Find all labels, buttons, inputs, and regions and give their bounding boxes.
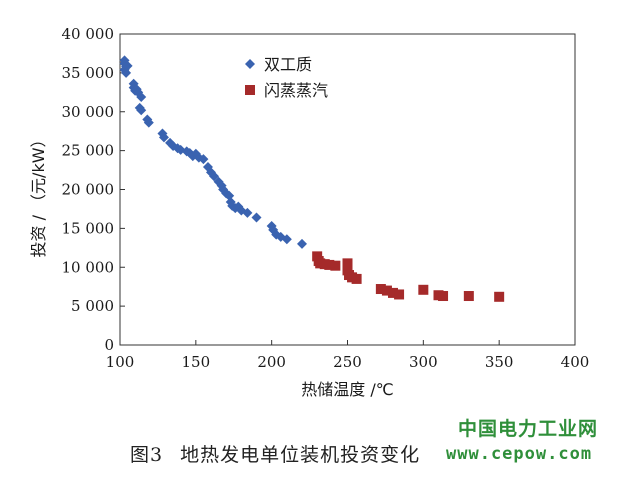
diamond-point [143, 117, 154, 128]
x-tick-label: 200 [257, 353, 286, 371]
square-point [463, 291, 474, 302]
x-axis: 100 150 200 250 300 350 400 [106, 340, 590, 371]
square-point [381, 285, 392, 296]
diamond-point [158, 132, 169, 143]
square-point [330, 260, 341, 271]
plot-area [119, 33, 576, 346]
figure-caption: 图3 地热发电单位装机投资变化 [130, 440, 430, 467]
square-point [418, 284, 429, 295]
diamond-point [122, 60, 133, 71]
diamond-point [136, 91, 147, 102]
diamond-point [251, 212, 262, 223]
figure-title: 地热发电单位装机投资变化 [180, 444, 421, 466]
x-tick-label: 400 [561, 353, 590, 371]
square-point [375, 284, 386, 295]
legend-label: 双工质 [264, 55, 312, 74]
y-tick-label: 30 000 [62, 103, 115, 121]
y-tick-label: 25 000 [62, 142, 115, 160]
legend-marker [245, 59, 255, 69]
x-axis-title: 热储温度 /℃ [301, 380, 393, 399]
square-point [388, 287, 398, 298]
x-tick-label: 250 [333, 353, 362, 371]
legend-marker [245, 85, 255, 95]
y-tick-label: 35 000 [62, 64, 115, 82]
y-axis-title: 投资 / （元/kW） [29, 131, 48, 257]
scatter-chart: 0 5 000 10 000 15 000 20 000 25 000 30 000 35 0… [29, 25, 590, 399]
series-2 [312, 251, 505, 302]
legend-label: 闪蒸蒸汽 [264, 81, 328, 100]
watermark-site-name: 中国电力工业网 [458, 418, 599, 440]
y-tick-label: 5 000 [71, 297, 114, 315]
diamond-point [121, 67, 132, 78]
y-tick-label: 10 000 [62, 258, 115, 276]
y-axis: 0 5 000 10 000 15 000 20 000 25 000 30 000 35 0… [62, 25, 125, 354]
diamond-point [297, 238, 307, 249]
y-tick-label: 20 000 [62, 181, 115, 199]
figure-number: 图3 [130, 444, 164, 466]
square-point [394, 289, 405, 300]
data-points [119, 55, 505, 302]
plot-frame [119, 33, 576, 346]
diamond-point [242, 207, 253, 218]
y-tick-label: 0 [104, 336, 114, 354]
watermark-url: www.cepow.com [446, 444, 593, 464]
diamond-point [198, 154, 209, 165]
square-point [351, 273, 362, 284]
diamond-point [281, 234, 292, 245]
x-tick-label: 300 [409, 353, 438, 371]
square-point [494, 291, 505, 302]
x-tick-label: 100 [106, 353, 135, 371]
square-point [324, 259, 335, 270]
square-point [342, 258, 353, 269]
y-tick-label: 15 000 [62, 219, 115, 237]
y-tick-label: 40 000 [62, 25, 115, 43]
square-point [438, 291, 449, 302]
x-tick-label: 150 [182, 353, 211, 371]
x-tick-label: 350 [485, 353, 514, 371]
series-1 [119, 55, 307, 249]
diamond-point [136, 105, 147, 116]
